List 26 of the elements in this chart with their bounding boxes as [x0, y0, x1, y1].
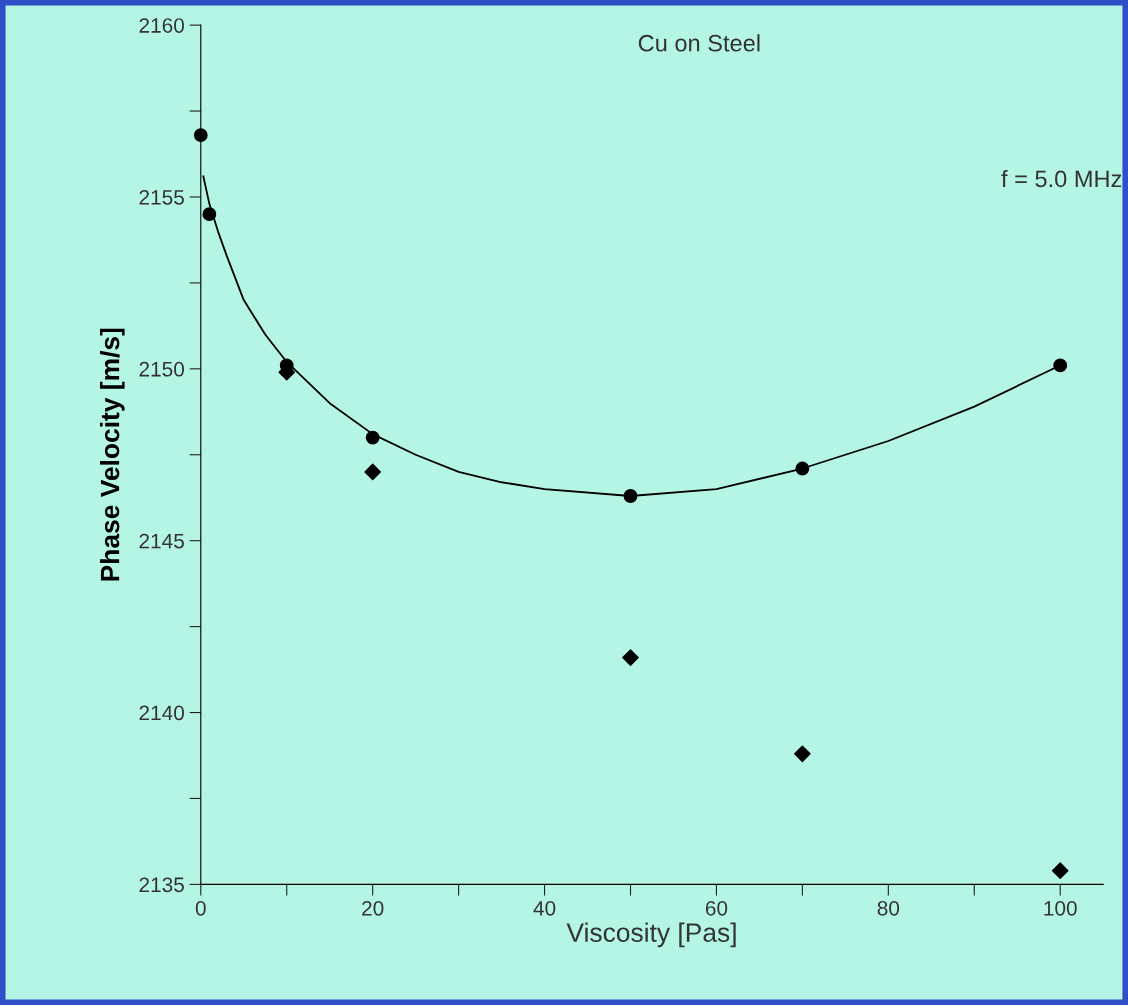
point	[794, 745, 811, 763]
annotation: Cu on Steel	[638, 34, 760, 52]
y-tick-label: 2155	[139, 189, 184, 205]
x-tick-label: 60	[705, 900, 728, 916]
x-axis-title: Viscosity [Pas]	[566, 922, 736, 948]
annotation: f = 5.0 MHz	[1001, 169, 1122, 188]
y-tick-label: 2140	[139, 705, 184, 721]
x-tick-label: 100	[1044, 900, 1077, 916]
x-tick-label: 40	[533, 900, 556, 916]
point	[202, 207, 217, 222]
point	[365, 430, 380, 445]
point	[1051, 862, 1069, 879]
x-tick-label: 20	[362, 900, 384, 916]
point	[623, 489, 638, 503]
y-tick-label: 2150	[139, 361, 184, 377]
y-tick-label: 2160	[139, 18, 184, 33]
point	[795, 461, 810, 476]
x-tick-label: 80	[877, 900, 900, 916]
point	[1053, 358, 1068, 373]
point	[622, 649, 639, 666]
y-axis-title: Phase Velocity [m/s]	[99, 328, 125, 581]
point	[193, 128, 208, 143]
y-tick-label: 2145	[139, 533, 184, 549]
y-tick-label: 2135	[139, 877, 184, 893]
x-tick-label: 0	[195, 900, 206, 916]
point	[364, 463, 381, 481]
